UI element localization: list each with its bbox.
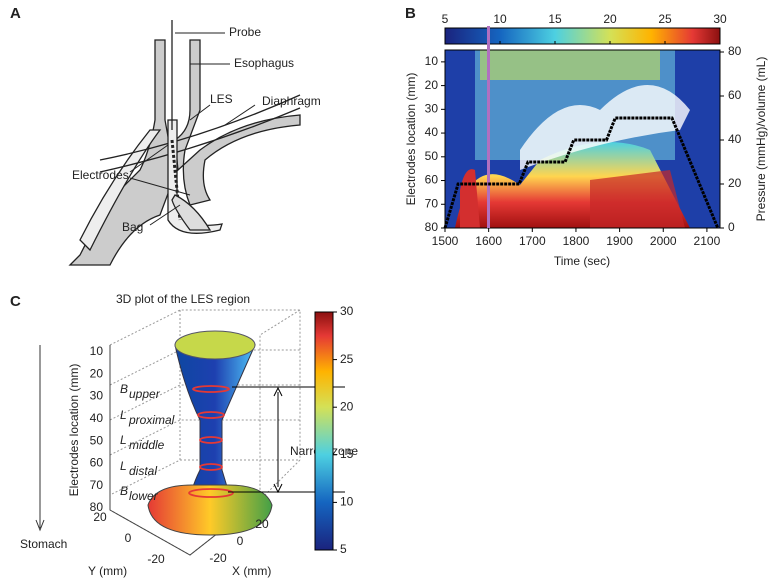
y2-tick-label: 80 — [728, 44, 742, 58]
y-tick-label: 60 — [425, 173, 439, 187]
y-tick-label: 0 — [125, 531, 132, 545]
colorbar-tick-label: 20 — [340, 399, 354, 413]
z-axis-label: Electrodes location (mm) — [67, 364, 81, 497]
panel-a-drawing — [68, 20, 301, 266]
colorbar-tick-label: 30 — [713, 12, 727, 26]
y-tick-label: 20 — [425, 78, 439, 92]
zone-letter: L — [120, 433, 127, 447]
label: LES — [210, 92, 233, 106]
y-axis-label: Electrodes location (mm) — [404, 73, 418, 206]
colorbar — [444, 27, 721, 45]
y-tick-label: 40 — [425, 125, 439, 139]
colorbar-tick-label: 30 — [340, 304, 354, 318]
stomach-arrow — [35, 345, 45, 532]
panel-label: C — [10, 293, 21, 310]
zone-letter: B — [120, 484, 128, 498]
plot-frame — [444, 49, 721, 229]
panel-label: A — [10, 5, 21, 22]
x-tick-label: 1600 — [475, 234, 502, 248]
colorbar-tick-label: 5 — [442, 12, 449, 26]
zone-letter: B — [120, 382, 128, 396]
volume-line — [443, 116, 720, 229]
z-tick-label: 50 — [90, 433, 104, 447]
z-tick-label: 10 — [90, 344, 104, 358]
zone-letter: L — [120, 459, 127, 473]
y-tick-label: 50 — [425, 149, 439, 163]
y2-tick-label: 0 — [728, 220, 735, 234]
x-tick-label: 1900 — [606, 234, 633, 248]
zone-sub: middle — [129, 438, 165, 452]
zone-letter: L — [120, 408, 127, 422]
colorbar-tick-label: 10 — [493, 12, 507, 26]
x-axis-label: Time (sec) — [554, 254, 610, 268]
colorbar-tick-label: 25 — [658, 12, 672, 26]
panel-title: 3D plot of the LES region — [116, 292, 250, 306]
z-tick-label: 60 — [90, 456, 104, 470]
z-tick-label: 70 — [90, 478, 104, 492]
x-tick-label: -20 — [209, 551, 227, 565]
y-tick-label: -20 — [147, 552, 165, 566]
colorbar — [314, 311, 334, 551]
x-tick-label: 2000 — [650, 234, 677, 248]
y-tick-label: 10 — [425, 54, 439, 68]
label: Diaphragm — [262, 94, 321, 108]
les-surface — [147, 330, 273, 536]
heatmap — [445, 50, 720, 228]
z-tick-label: 20 — [90, 366, 104, 380]
zone-sub: distal — [129, 464, 157, 478]
z-tick-label: 30 — [90, 389, 104, 403]
x-tick-label: 20 — [255, 517, 269, 531]
marker-line — [487, 26, 490, 228]
label: Probe — [229, 25, 261, 39]
zone-sub: lower — [129, 489, 159, 503]
x-tick-label: 1700 — [519, 234, 546, 248]
x-tick-label: 2100 — [694, 234, 721, 248]
y-tick-label: 80 — [425, 220, 439, 234]
y2-tick-label: 60 — [728, 88, 742, 102]
y2-axis-label: Pressure (mmHg)/volume (mL) — [754, 57, 768, 222]
x-tick-label: 0 — [237, 534, 244, 548]
zone-sub: proximal — [128, 413, 175, 427]
x-tick-label: 1500 — [432, 234, 459, 248]
x-tick-label: 1800 — [563, 234, 590, 248]
label: Esophagus — [234, 56, 294, 70]
colorbar-tick-label: 20 — [603, 12, 617, 26]
panel-label: B — [405, 5, 416, 22]
z-tick-label: 40 — [90, 411, 104, 425]
y-tick-label: 70 — [425, 196, 439, 210]
colorbar-tick-label: 10 — [340, 495, 354, 509]
annotation: Stomach — [20, 537, 67, 551]
colorbar-tick-label: 15 — [340, 447, 354, 461]
label: Bag — [122, 220, 143, 234]
y-tick-label: 30 — [425, 102, 439, 116]
zone-sub: upper — [129, 387, 161, 401]
x-axis-label: X (mm) — [232, 564, 271, 578]
z-tick-label: 80 — [90, 500, 104, 514]
y2-tick-label: 40 — [728, 132, 742, 146]
label: Electrodes — [72, 168, 129, 182]
colorbar-tick-label: 25 — [340, 352, 354, 366]
colorbar-tick-label: 5 — [340, 542, 347, 556]
colorbar-tick-label: 15 — [548, 12, 562, 26]
y2-tick-label: 20 — [728, 176, 742, 190]
y-axis-label: Y (mm) — [88, 564, 127, 578]
y-tick-label: 20 — [93, 510, 107, 524]
